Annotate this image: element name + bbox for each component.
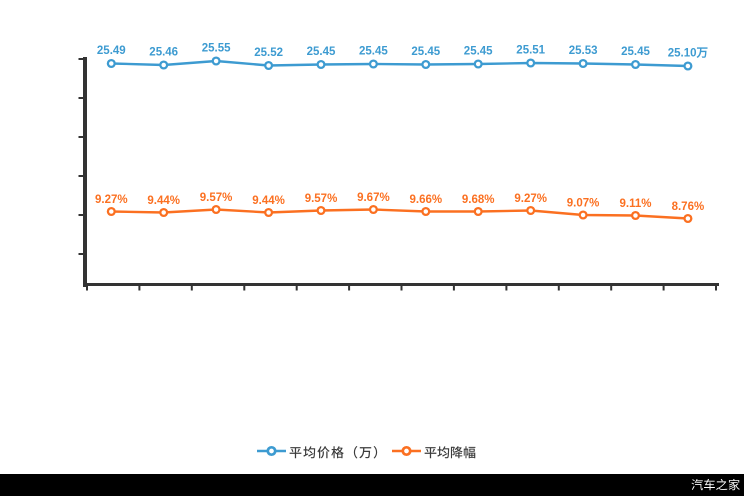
svg-text:9.44%: 9.44% [147, 195, 180, 207]
svg-text:25.45: 25.45 [411, 46, 440, 58]
svg-text:25.45: 25.45 [359, 46, 388, 58]
svg-text:25.45: 25.45 [621, 46, 650, 58]
svg-text:9.57%: 9.57% [200, 192, 233, 204]
svg-text:9.57%: 9.57% [305, 193, 338, 205]
svg-text:9.07%: 9.07% [567, 198, 600, 210]
svg-text:25.10万: 25.10万 [668, 47, 709, 60]
svg-text:25.55: 25.55 [202, 43, 231, 55]
svg-text:9.67%: 9.67% [357, 192, 390, 204]
svg-text:9.11%: 9.11% [620, 198, 652, 210]
svg-text:9.27%: 9.27% [95, 194, 128, 206]
svg-text:25.45: 25.45 [464, 46, 493, 58]
svg-text:25.46: 25.46 [149, 47, 178, 59]
svg-text:25.51: 25.51 [516, 45, 545, 57]
svg-text:25.52: 25.52 [254, 47, 283, 59]
svg-text:25.49: 25.49 [97, 45, 126, 57]
svg-text:9.66%: 9.66% [409, 194, 442, 206]
svg-text:25.45: 25.45 [307, 46, 336, 58]
svg-text:9.27%: 9.27% [514, 193, 547, 205]
svg-text:8.76%: 8.76% [672, 201, 705, 213]
svg-text:9.44%: 9.44% [252, 195, 285, 207]
svg-text:9.68%: 9.68% [462, 194, 495, 206]
svg-text:25.53: 25.53 [569, 45, 598, 57]
